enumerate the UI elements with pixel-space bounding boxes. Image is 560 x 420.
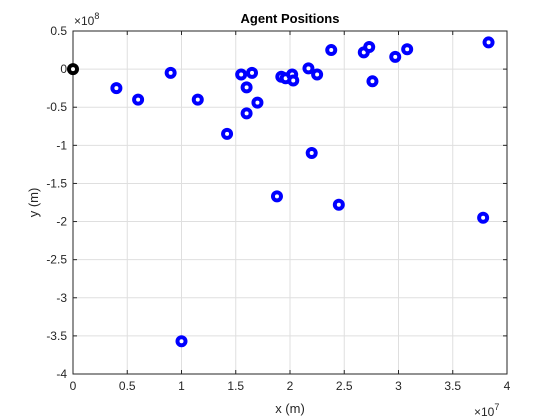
agent-point [287, 74, 300, 87]
agent-point [175, 335, 188, 348]
y-tick-label: -0.5 [46, 100, 67, 114]
chart-title: Agent Positions [241, 11, 340, 26]
agent-point [302, 62, 315, 75]
y-tick-label: -3.5 [46, 329, 67, 343]
axis-ticks: 0 0.5 1 1.5 2 2.5 3 3.5 4 0.5 0 -0.5 -1 -1.5 -2 -2.5 -3 -… [46, 24, 510, 393]
y-tick-label: -3 [56, 291, 67, 305]
x-multiplier-exponent: 7 [494, 402, 499, 412]
agent-point [332, 198, 345, 211]
agent-point [305, 146, 318, 159]
x-multiplier-base: ×10 [474, 405, 495, 419]
agent-point [240, 81, 253, 94]
agent-point [363, 41, 376, 54]
y-axis-multiplier: ×108 [74, 11, 99, 28]
x-axis-multiplier: ×107 [474, 402, 499, 419]
y-axis-label: y (m) [26, 188, 41, 218]
agent-point [270, 190, 283, 203]
agent-point [132, 93, 145, 106]
agent-point [235, 68, 248, 81]
y-multiplier-base: ×10 [74, 14, 95, 28]
y-tick-label: -4 [56, 367, 67, 381]
x-tick-label: 0 [70, 379, 77, 393]
y-tick-label: -2.5 [46, 253, 67, 267]
agent-point [401, 43, 414, 56]
x-tick-label: 2.5 [336, 379, 353, 393]
agent-point [389, 50, 402, 63]
y-multiplier-exponent: 8 [94, 11, 99, 21]
y-tick-label: 0.5 [50, 24, 67, 38]
agent-point [240, 107, 253, 120]
agent-point [164, 66, 177, 79]
x-tick-label: 0.5 [119, 379, 136, 393]
grid-lines [72, 30, 508, 375]
x-tick-label: 1.5 [227, 379, 244, 393]
x-tick-label: 2 [287, 379, 294, 393]
x-tick-label: 3.5 [444, 379, 461, 393]
origin-point [67, 63, 79, 76]
x-tick-label: 1 [178, 379, 185, 393]
agent-point [246, 66, 259, 79]
y-tick-label: -1.5 [46, 176, 67, 190]
agent-point [311, 68, 324, 81]
y-tick-label: 0 [60, 62, 67, 76]
x-tick-label: 4 [504, 379, 511, 393]
agent-point [366, 75, 379, 88]
y-tick-label: -2 [56, 215, 67, 229]
agent-point [110, 82, 123, 95]
agent-point [191, 93, 204, 106]
agent-point [221, 127, 234, 140]
data-points [67, 36, 495, 348]
agent-point [477, 211, 490, 224]
x-tick-label: 3 [395, 379, 402, 393]
agent-point [325, 44, 338, 57]
x-axis-label: x (m) [275, 401, 305, 416]
agent-point [482, 36, 495, 49]
agent-point [251, 96, 264, 109]
y-tick-label: -1 [56, 138, 67, 152]
